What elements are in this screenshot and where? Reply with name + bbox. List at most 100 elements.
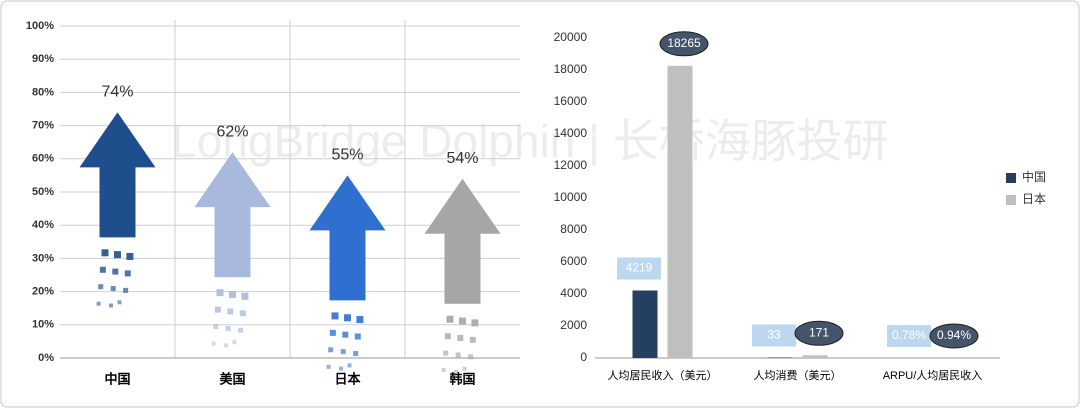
decoration: [239, 310, 246, 317]
decoration: [124, 270, 131, 277]
decoration: [471, 319, 479, 327]
bar: [802, 355, 828, 358]
arrow: [194, 152, 271, 278]
y-tick-label: 20%: [32, 286, 54, 298]
decoration: [342, 331, 349, 338]
y-tick-label: 50%: [32, 186, 54, 198]
decoration: [446, 315, 454, 323]
decoration: [455, 352, 461, 358]
decoration: [113, 251, 121, 259]
label-box: [794, 320, 844, 346]
label-box: [752, 324, 796, 347]
y-tick-label: 70%: [32, 120, 54, 132]
decoration: [462, 366, 467, 371]
decoration: [227, 308, 234, 315]
y-tick-label: 14000: [554, 126, 588, 140]
decoration: [443, 350, 449, 356]
arrow: [424, 178, 501, 304]
decoration: [228, 290, 236, 298]
bar: [632, 290, 658, 358]
value-label: 74%: [101, 84, 133, 101]
decoration: [469, 336, 476, 343]
label-box: [617, 257, 661, 280]
y-tick-label: 18000: [554, 62, 588, 76]
decoration: [109, 303, 114, 308]
decoration: [329, 329, 336, 336]
x-tick-label: 人均消费（美元）: [754, 368, 842, 382]
decoration: [457, 334, 464, 341]
value-label: 171: [809, 325, 829, 339]
value-label: 62%: [216, 123, 248, 140]
label-box: [887, 324, 931, 347]
label-box: [929, 323, 979, 349]
y-tick-label: 100%: [26, 20, 54, 32]
value-label: 4219: [626, 261, 653, 275]
x-tick-label: 人均居民收入（美元）: [608, 368, 718, 382]
y-tick-label: 10000: [554, 190, 588, 204]
y-tick-label: 90%: [32, 53, 54, 65]
value-label: 18265: [667, 36, 701, 50]
x-tick-label: 美国: [219, 371, 245, 386]
decoration: [343, 314, 351, 322]
arrow: [309, 175, 386, 301]
legend-label: 中国: [1022, 169, 1046, 184]
bar: [667, 65, 693, 358]
decoration: [110, 286, 116, 292]
decoration: [117, 300, 122, 305]
x-tick-label: 日本: [334, 371, 360, 386]
label-box: [659, 31, 709, 57]
decoration: [468, 354, 474, 360]
decoration: [328, 347, 334, 353]
decoration: [232, 340, 237, 345]
decoration: [241, 292, 249, 300]
decoration: [98, 284, 104, 290]
decoration: [339, 366, 344, 371]
decoration: [340, 349, 346, 355]
decoration: [441, 368, 446, 373]
value-label: 55%: [331, 147, 363, 164]
y-tick-label: 30%: [32, 252, 54, 264]
decoration: [224, 343, 229, 348]
bar: [767, 357, 793, 358]
y-tick-label: 80%: [32, 86, 54, 98]
decoration: [444, 333, 451, 340]
y-tick-label: 8000: [560, 222, 587, 236]
legend-swatch: [1006, 195, 1016, 205]
decoration: [112, 268, 119, 275]
decoration: [238, 327, 244, 333]
y-tick-label: 10%: [32, 319, 54, 331]
y-tick-label: 16000: [554, 94, 588, 108]
decoration: [213, 324, 219, 330]
value-label: 0.94%: [937, 328, 971, 342]
legend-swatch: [1006, 173, 1016, 183]
x-tick-label: 中国: [104, 371, 130, 386]
decoration: [123, 287, 129, 293]
y-tick-label: 60%: [32, 153, 54, 165]
value-label: 33: [767, 328, 781, 342]
decoration: [225, 325, 231, 331]
decoration: [354, 333, 361, 340]
y-tick-label: 12000: [554, 158, 588, 172]
y-tick-label: 40%: [32, 219, 54, 231]
watermark: LongBridge Dolphin | 长桥海豚投研: [171, 115, 889, 167]
decoration: [216, 289, 224, 297]
decoration: [356, 316, 364, 324]
decoration: [214, 306, 221, 313]
value-label: 0.78%: [892, 328, 926, 342]
decoration: [126, 252, 134, 260]
y-tick-label: 2000: [560, 318, 587, 332]
decoration: [353, 350, 359, 356]
y-tick-label: 0: [580, 350, 587, 364]
decoration: [211, 341, 216, 346]
legend-label: 日本: [1022, 192, 1046, 206]
decoration: [96, 301, 101, 306]
decoration: [347, 363, 352, 368]
x-tick-label: ARPU/人均居民收入: [883, 368, 983, 382]
arrow: [79, 112, 156, 238]
decoration: [454, 369, 459, 374]
x-tick-label: 韩国: [449, 371, 475, 386]
decoration: [326, 364, 331, 369]
decoration: [331, 312, 339, 320]
